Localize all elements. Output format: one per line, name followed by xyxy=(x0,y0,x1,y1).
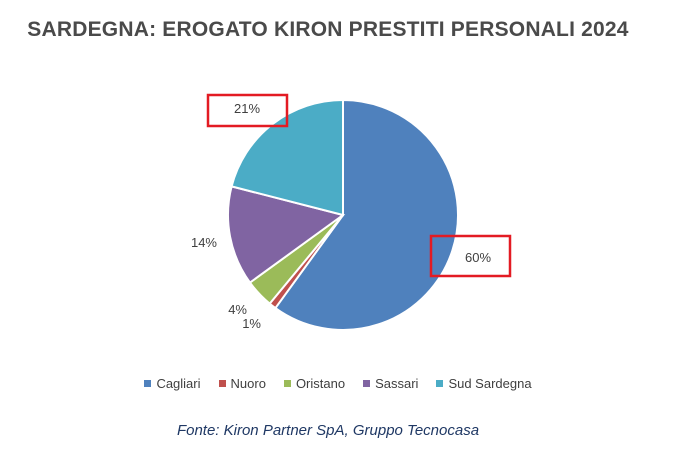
legend-swatch xyxy=(144,380,152,387)
legend-label: Cagliari xyxy=(156,376,201,391)
legend-item-nuoro: Nuoro xyxy=(218,376,266,391)
legend-label: Oristano xyxy=(295,376,346,391)
legend-swatch xyxy=(436,380,444,387)
legend-item-sassari: Sassari xyxy=(363,376,418,391)
pie-slice-cagliari xyxy=(274,98,459,331)
highlight-box-21pct xyxy=(206,93,289,128)
legend-label: Sassari xyxy=(375,376,419,391)
legend-swatch xyxy=(283,380,291,387)
legend-swatch xyxy=(218,380,226,387)
pie-chart: 60% 1%4% 14% 21% xyxy=(191,93,512,331)
legend-item-oristano: Oristano xyxy=(283,376,346,391)
data-label-sud-sardegna: 21% xyxy=(234,101,260,116)
chart-title: SARDEGNA: EROGATO KIRON PRESTITI PERSONA… xyxy=(27,18,629,41)
legend-label: Nuoro xyxy=(230,376,266,391)
data-label-nuoro: 1% xyxy=(242,316,261,331)
source-note: Fonte: Kiron Partner SpA, Gruppo Tecnoca… xyxy=(176,422,480,439)
legend-label: Sud Sardegna xyxy=(448,376,532,391)
highlight-box-60pct xyxy=(429,234,512,278)
data-label-cagliari: 60% xyxy=(465,250,491,265)
legend-swatch xyxy=(363,380,371,387)
data-label-oristano: 4% xyxy=(228,302,247,317)
legend-item-sud-sardegna: Sud Sardegna xyxy=(436,376,532,391)
pie-slice-sassari xyxy=(227,185,346,284)
pie-slice-sud-sardegna xyxy=(230,98,344,217)
chart-legend: Cagliari Nuoro Oristano Sassari Sud Sardegna xyxy=(0,376,676,391)
data-label-sassari: 14% xyxy=(191,235,217,250)
legend-item-cagliari: Cagliari xyxy=(144,376,201,391)
